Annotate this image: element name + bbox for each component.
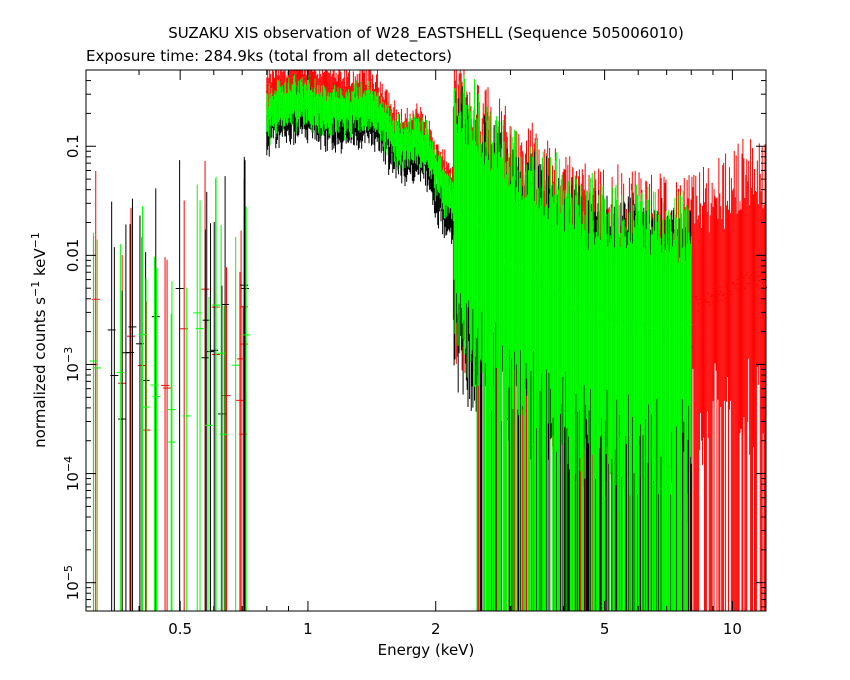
y-tick-label-base: 0.1	[64, 134, 82, 158]
y-tick-label-base: 10	[64, 581, 82, 600]
x-axis-label: Energy (keV)	[378, 641, 475, 659]
y-tick-label: 10−3	[62, 347, 82, 382]
y-tick-label: 10−5	[62, 565, 82, 600]
x-tick-label: 2	[431, 620, 441, 638]
x-tick-label: 0.5	[168, 620, 192, 638]
x-tick-label: 10	[723, 620, 742, 638]
plot-frame	[85, 69, 767, 612]
tick-marks	[85, 69, 766, 611]
y-axis-label-mid: keV	[31, 248, 49, 281]
chart-subtitle: Exposure time: 284.9ks (total from all d…	[86, 47, 452, 65]
series-layer	[89, 70, 767, 611]
series-2	[89, 74, 693, 611]
y-tick-label: 10−4	[62, 456, 82, 491]
x-tick-label: 5	[600, 620, 610, 638]
y-axis-label: normalized counts s−1 keV−1	[29, 232, 49, 448]
y-tick-label: 0.01	[64, 239, 82, 272]
y-axis-label-exp1: −1	[29, 281, 42, 297]
y-tick-label-base: 0.01	[64, 239, 82, 272]
y-axis-label-base: normalized counts s	[31, 297, 49, 448]
y-tick-label-base: 10	[64, 472, 82, 491]
y-tick-label-exp: −5	[62, 565, 75, 581]
x-tick-label: 1	[303, 620, 313, 638]
y-tick-label-exp: −3	[62, 347, 75, 363]
y-tick-label-base: 10	[64, 363, 82, 382]
y-tick-label-exp: −4	[62, 456, 75, 472]
y-tick-label: 0.1	[64, 134, 82, 158]
y-axis-label-exp2: −1	[29, 232, 42, 248]
chart-title: SUZAKU XIS observation of W28_EASTSHELL …	[168, 24, 684, 43]
